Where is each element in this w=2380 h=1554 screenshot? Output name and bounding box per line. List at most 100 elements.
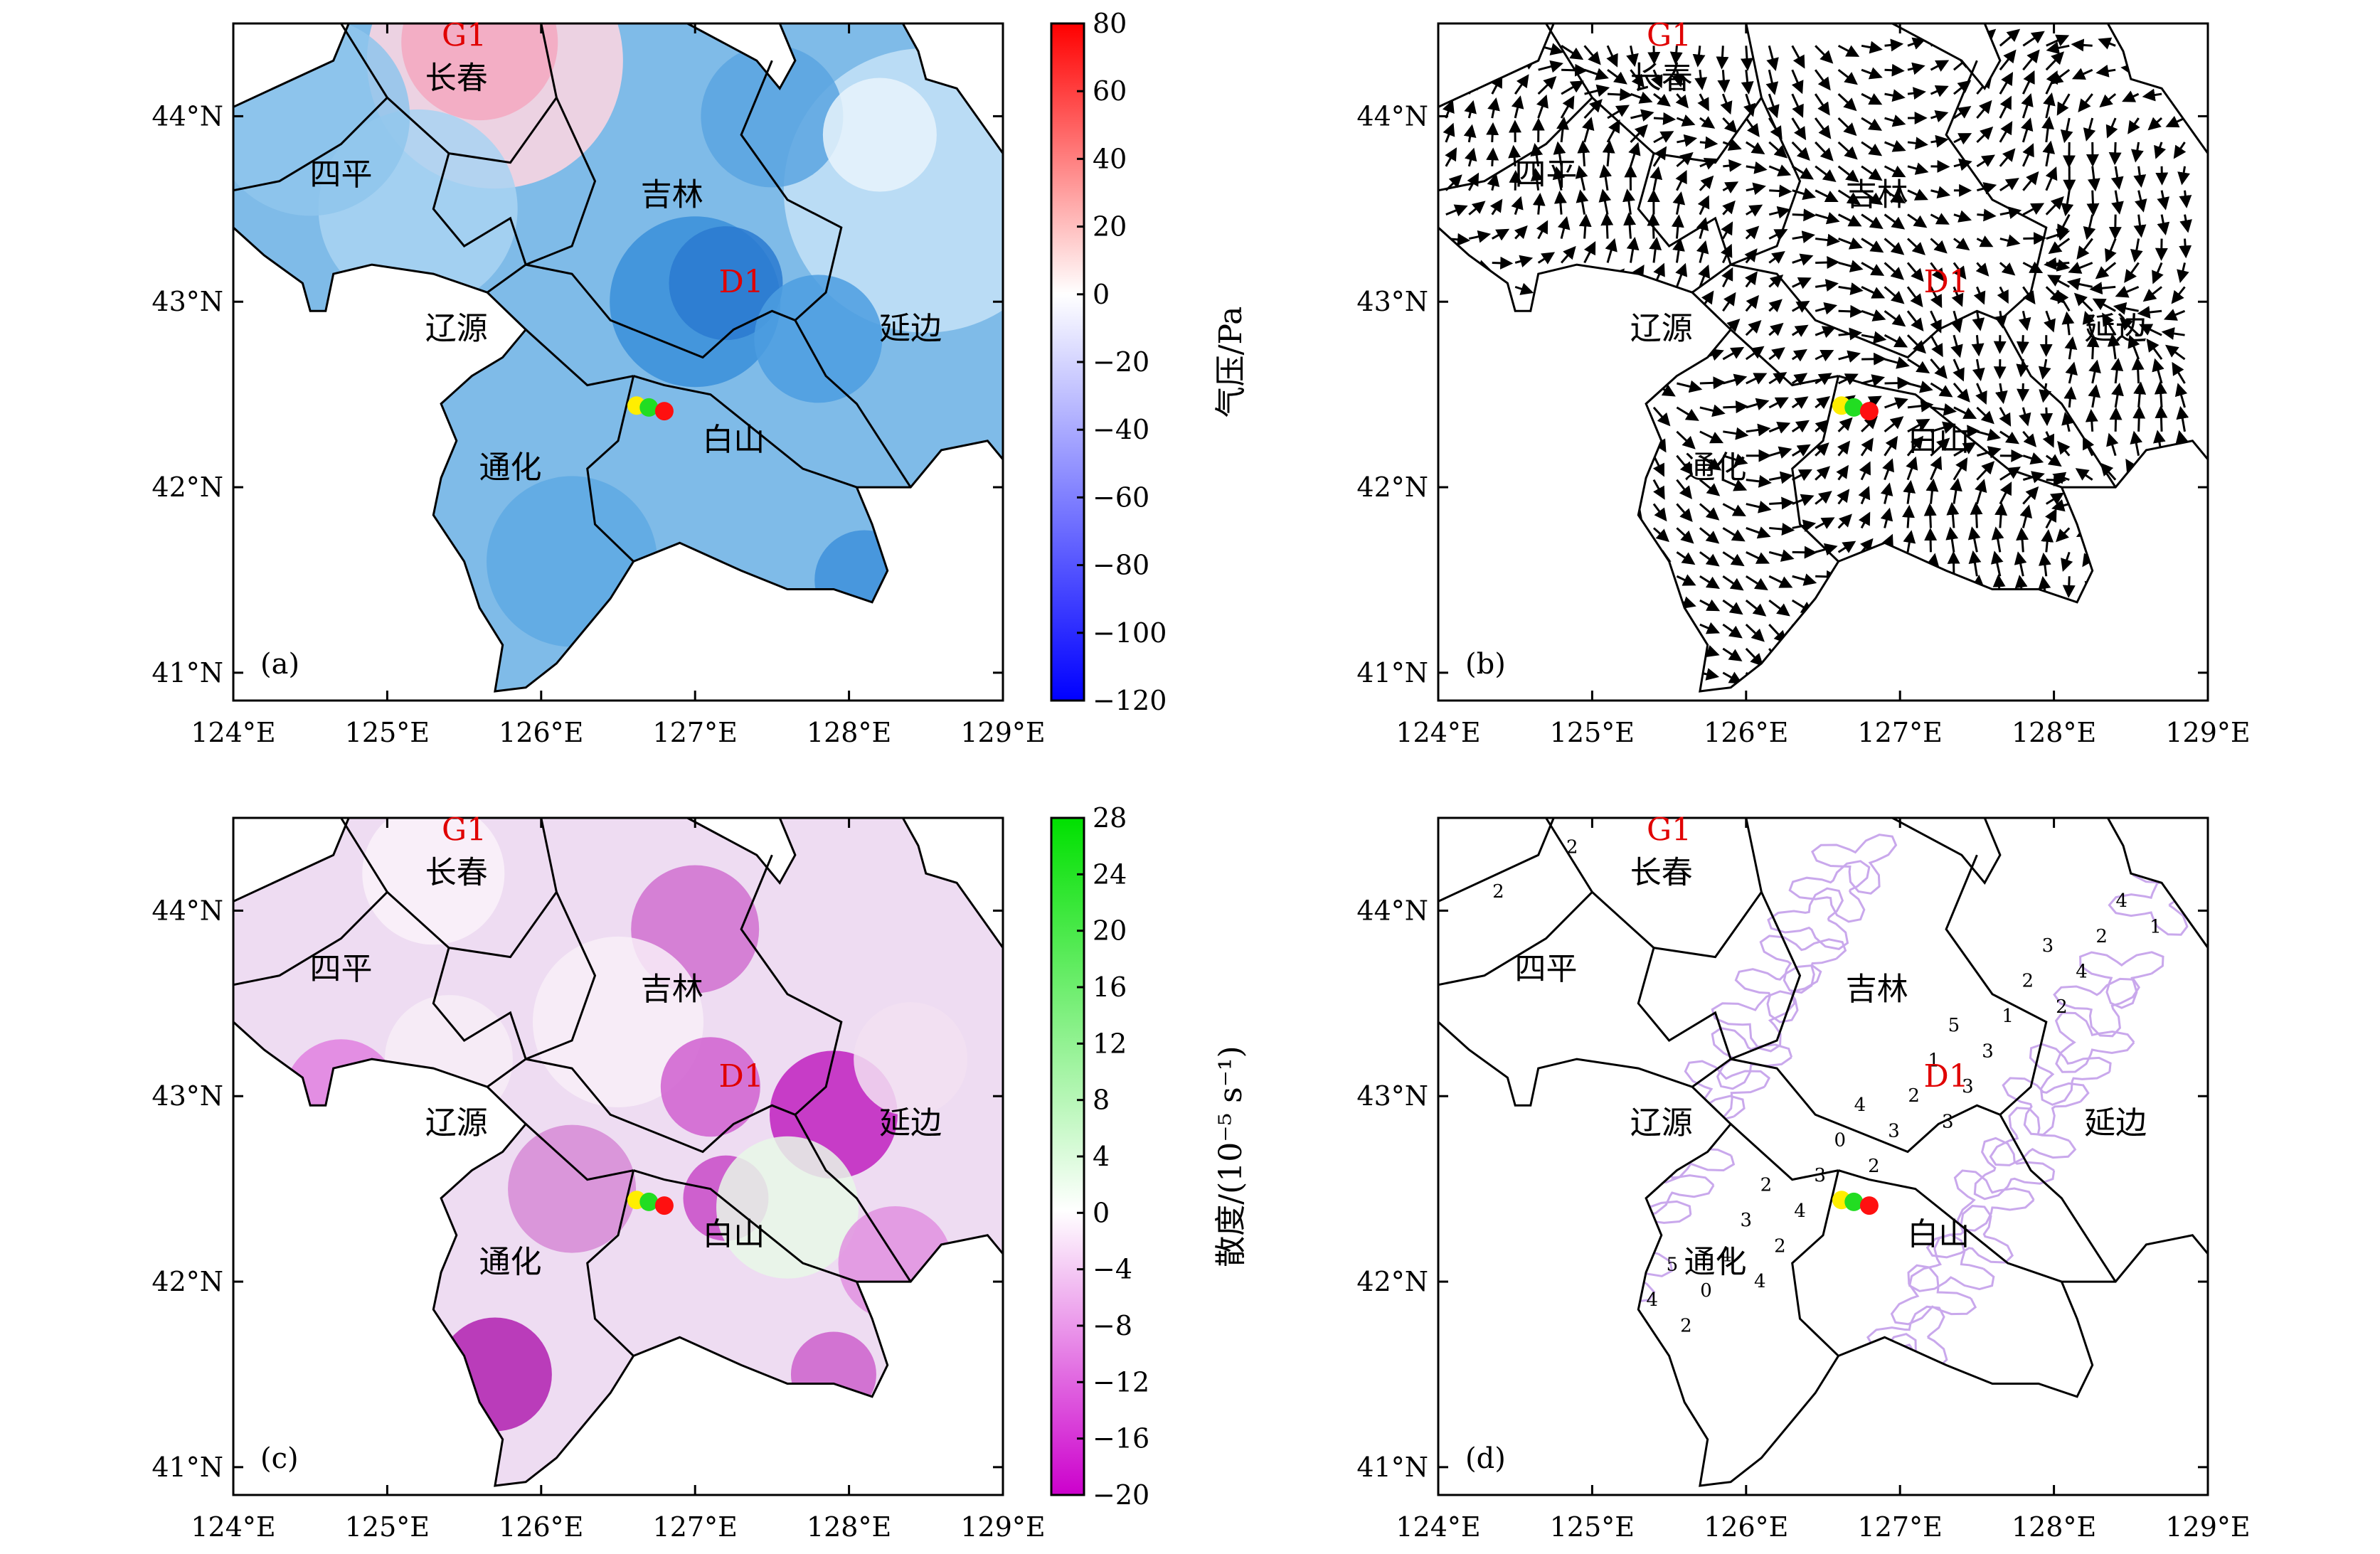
panel-a: 124°E 125°E 126°E 127°E 128°E 129°E 44°N 43°N 42… xyxy=(152,8,1249,748)
contour-label: 3 xyxy=(1962,1076,1974,1097)
colorbar-tick: −20 xyxy=(1093,1479,1149,1511)
contour-label: 4 xyxy=(1573,1334,1585,1356)
prefecture-boundary xyxy=(525,97,597,266)
y-tick-label: 43°N xyxy=(1356,286,1428,317)
axes-frame xyxy=(232,22,1004,702)
station-label: D1 xyxy=(1923,1058,1968,1095)
region-label: 四平 xyxy=(1514,951,1577,987)
contour-label: 4 xyxy=(1794,1201,1806,1222)
x-tick-label: 129°E xyxy=(2165,1511,2250,1543)
y-tick-label: 44°N xyxy=(1356,895,1428,926)
colorbar-tick: 40 xyxy=(1093,143,1127,174)
y-tick-label: 44°N xyxy=(1356,100,1428,132)
province-boundary xyxy=(232,22,1004,693)
y-tick-label: 42°N xyxy=(1356,1266,1428,1297)
prefecture-boundary xyxy=(1730,891,1802,1060)
contour-label: 0 xyxy=(1700,1280,1712,1302)
colorbar-label: 散度/(10⁻⁵ s⁻¹) xyxy=(1213,1045,1249,1267)
prefecture-boundary xyxy=(525,263,912,488)
prefecture-boundary xyxy=(1730,329,1839,387)
panel-label: (a) xyxy=(260,648,299,681)
site-marker xyxy=(654,1196,674,1215)
contour-label: 2 xyxy=(1566,837,1578,858)
region-label: 长春 xyxy=(425,854,488,890)
station-label: G1 xyxy=(442,811,487,848)
prefecture-boundary xyxy=(740,854,843,1116)
x-tick-label: 128°E xyxy=(2012,717,2096,748)
contour-label: 3 xyxy=(1479,1414,1491,1435)
site-marker xyxy=(1844,398,1864,417)
contour-label: 3 xyxy=(2042,935,2054,957)
contour-label: 2 xyxy=(2136,856,2148,877)
colorbar-tick: −4 xyxy=(1093,1254,1132,1285)
contour-label: 4 xyxy=(1754,1271,1766,1292)
prefecture-boundary xyxy=(525,1123,634,1181)
x-tick-label: 128°E xyxy=(2012,1511,2096,1543)
panel-c: 124°E 125°E 126°E 127°E 128°E 129°E44°N43°N42… xyxy=(152,802,1249,1543)
region-label: 延边 xyxy=(879,1105,942,1141)
contour-label: 3 xyxy=(1532,1405,1544,1426)
site-marker xyxy=(1859,402,1879,421)
y-tick-label: 41°N xyxy=(152,657,223,688)
contour-label: 6 xyxy=(1553,1369,1565,1390)
prefecture-boundary xyxy=(1730,1123,1839,1181)
colorbar-tick: −120 xyxy=(1093,685,1167,716)
station-label: D1 xyxy=(718,264,763,300)
colorbar: 80 60 40 20 0 −20 −40 −60 −80 −100 −120 气压/Pa xyxy=(1050,8,1249,716)
colorbar-tick: 0 xyxy=(1093,279,1110,310)
region-label: 白山 xyxy=(702,422,765,458)
x-tick-label: 125°E xyxy=(1550,717,1635,748)
prefecture-boundary xyxy=(633,1169,857,1283)
colorbar-tick: −60 xyxy=(1093,481,1149,513)
prefecture-boundary xyxy=(448,817,558,959)
y-tick-label: 42°N xyxy=(152,1266,223,1297)
region-label: 辽源 xyxy=(1630,310,1693,346)
station-label: D1 xyxy=(718,1058,763,1095)
prefecture-boundary xyxy=(1653,23,1763,164)
contour-label: 5 xyxy=(1948,1015,1960,1036)
x-tick-label: 125°E xyxy=(345,717,430,748)
region-label: 白山 xyxy=(1907,422,1970,458)
x-tick-label: 128°E xyxy=(807,717,891,748)
prefecture-boundary xyxy=(1438,97,1593,192)
prefecture-boundary xyxy=(1838,1169,2062,1283)
field-divergence xyxy=(233,818,1003,1486)
station-label: G1 xyxy=(442,17,487,53)
prefecture-boundary xyxy=(525,1058,912,1282)
x-tick-label: 126°E xyxy=(1704,1511,1788,1543)
station-label: D1 xyxy=(1923,264,1968,300)
region-label: 吉林 xyxy=(1846,177,1908,213)
prefecture-boundary xyxy=(586,376,635,563)
x-tick-label: 127°E xyxy=(1858,1511,1943,1543)
y-tick-label: 41°N xyxy=(1356,657,1428,688)
axes-frame xyxy=(1437,816,2209,1496)
colorbar-tick: −80 xyxy=(1093,550,1149,581)
colorbar-tick: 12 xyxy=(1093,1028,1127,1059)
axes-frame xyxy=(1437,22,2209,702)
region-label: 长春 xyxy=(1630,854,1693,890)
site-marker xyxy=(654,402,674,421)
colorbar: 28 24 20 16 12 8 4 0 −4 −8 −12 −16 −20 散度/(10⁻⁵ s⁻¹) xyxy=(1050,802,1249,1511)
contour-label: 1 xyxy=(1928,1050,1940,1072)
contour-label: 3 xyxy=(1982,1041,1994,1062)
region-label: 通化 xyxy=(1684,449,1747,486)
x-tick-label: 124°E xyxy=(191,1511,275,1543)
prefecture-boundary xyxy=(340,23,527,294)
contour-label: 3 xyxy=(1741,1210,1753,1231)
panel-label: (b) xyxy=(1465,648,1506,681)
y-tick-label: 43°N xyxy=(152,1080,223,1112)
panel-label: (d) xyxy=(1465,1442,1506,1475)
contour-label: 1 xyxy=(2150,917,2162,938)
contour-label: 4 xyxy=(2076,961,2088,982)
prefecture-boundary xyxy=(633,375,857,489)
prefecture-boundary xyxy=(1730,97,1802,266)
region-label: 吉林 xyxy=(1846,972,1908,1008)
colorbar-tick: 80 xyxy=(1093,8,1127,39)
colorbar-label: 气压/Pa xyxy=(1213,307,1249,418)
region-label: 长春 xyxy=(425,60,488,96)
prefecture-boundary xyxy=(1653,817,1763,959)
colorbar-tick: −16 xyxy=(1093,1423,1149,1454)
station-label: G1 xyxy=(1647,811,1691,848)
contour-label: 2 xyxy=(1868,1156,1880,1177)
x-tick-label: 127°E xyxy=(653,717,738,748)
